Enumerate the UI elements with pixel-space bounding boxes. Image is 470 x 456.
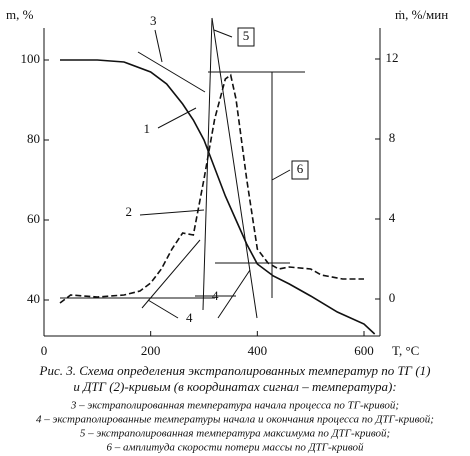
annotation: 5 <box>243 28 250 43</box>
y-tick-label: 80 <box>27 131 40 146</box>
x-tick-label: 600 <box>354 343 374 358</box>
construction <box>60 17 309 319</box>
y2-tick-label: 0 <box>389 290 396 305</box>
caption-item: 4 – экстраполированные температуры начал… <box>36 414 434 426</box>
leader <box>157 107 197 129</box>
annotation: 6 <box>297 161 304 176</box>
annotation: 1 <box>144 121 151 136</box>
data-line <box>60 59 376 335</box>
caption-item: 6 – амплитуда скорости потери массы по Д… <box>107 442 364 454</box>
tangent-line <box>137 51 206 93</box>
leader <box>154 29 163 63</box>
y-axis-label: m, % <box>6 7 34 22</box>
data-line <box>59 73 364 304</box>
annotation: 2 <box>126 204 133 219</box>
y-tick-label: 100 <box>21 51 41 66</box>
caption-item: 5 – экстраполированная температура макси… <box>80 428 390 440</box>
tangent-line <box>211 17 258 319</box>
x-tick-label: 400 <box>248 343 268 358</box>
leader <box>139 209 205 216</box>
caption-title: Рис. 3. Схема определения экстраполирова… <box>39 363 431 378</box>
label-box <box>237 27 255 47</box>
y-tick-label: 40 <box>27 291 40 306</box>
annotation: 3 <box>150 13 157 28</box>
leader <box>213 29 233 38</box>
tangent-line <box>217 269 251 319</box>
leader <box>271 169 291 181</box>
x-tick-label: 0 <box>41 343 48 358</box>
x-axis-label: T, °C <box>392 343 419 358</box>
label-box <box>291 160 309 180</box>
tangent-line <box>141 239 201 309</box>
caption-title: и ДТГ (2)-кривым (в координатах сигнал –… <box>73 379 396 394</box>
annotation: 4 <box>212 288 219 303</box>
y2-tick-label: 8 <box>389 130 396 145</box>
y2-tick-label: 4 <box>389 210 396 225</box>
annotation: 4 <box>186 310 193 325</box>
caption-item: 3 – экстраполированная температура начал… <box>70 400 399 412</box>
y2-tick-label: 12 <box>386 50 399 65</box>
leader <box>147 299 179 319</box>
tangent-line <box>202 17 213 311</box>
y2-axis-label: ṁ, %/мин <box>395 7 448 22</box>
y-tick-label: 60 <box>27 211 40 226</box>
x-tick-label: 200 <box>141 343 161 358</box>
